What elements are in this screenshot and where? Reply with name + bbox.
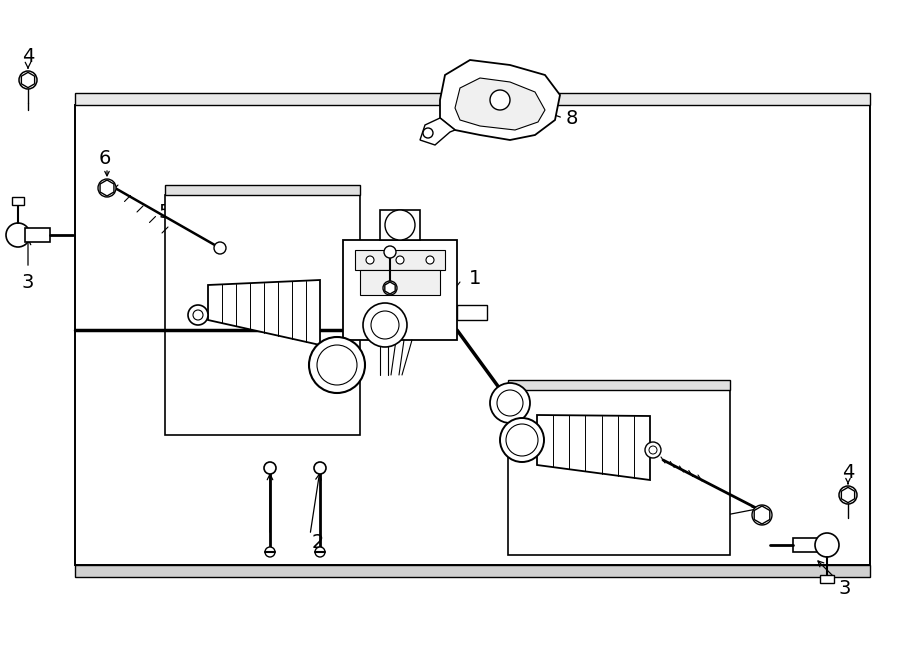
Polygon shape [165, 185, 360, 195]
Polygon shape [75, 565, 870, 577]
Circle shape [314, 462, 326, 474]
Polygon shape [508, 380, 730, 390]
Circle shape [188, 305, 208, 325]
Circle shape [309, 337, 365, 393]
Polygon shape [380, 210, 420, 240]
Polygon shape [22, 72, 34, 88]
Circle shape [366, 256, 374, 264]
Circle shape [815, 533, 839, 557]
Circle shape [500, 418, 544, 462]
Polygon shape [793, 538, 820, 552]
Circle shape [98, 179, 116, 197]
Text: 8: 8 [566, 108, 578, 128]
Text: 4: 4 [22, 48, 34, 67]
Circle shape [497, 390, 523, 416]
Polygon shape [385, 282, 395, 294]
Polygon shape [440, 60, 560, 140]
Circle shape [363, 303, 407, 347]
Text: 6: 6 [99, 149, 112, 167]
Circle shape [317, 345, 357, 385]
Polygon shape [455, 78, 545, 130]
Text: 1: 1 [469, 268, 482, 288]
Polygon shape [360, 270, 440, 295]
Polygon shape [508, 390, 730, 555]
Polygon shape [12, 197, 24, 205]
Text: 5: 5 [158, 204, 171, 223]
Circle shape [490, 90, 510, 110]
Text: 4: 4 [842, 463, 854, 483]
Circle shape [371, 311, 399, 339]
Polygon shape [457, 305, 487, 320]
Circle shape [265, 547, 275, 557]
Circle shape [645, 442, 661, 458]
Polygon shape [420, 118, 455, 145]
Polygon shape [100, 180, 114, 196]
Circle shape [396, 256, 404, 264]
Polygon shape [343, 240, 457, 340]
Polygon shape [820, 575, 834, 583]
Polygon shape [754, 506, 770, 524]
Polygon shape [842, 487, 855, 502]
Text: 3: 3 [22, 274, 34, 293]
Circle shape [384, 246, 396, 258]
Polygon shape [75, 93, 870, 105]
Text: 6: 6 [682, 514, 694, 533]
Circle shape [19, 71, 37, 89]
Text: 9: 9 [389, 233, 401, 251]
Circle shape [839, 486, 857, 504]
Circle shape [423, 128, 433, 138]
Text: 3: 3 [839, 578, 851, 598]
Text: 7: 7 [606, 438, 618, 457]
Circle shape [506, 424, 538, 456]
Polygon shape [75, 105, 870, 565]
Circle shape [752, 505, 772, 525]
Circle shape [383, 281, 397, 295]
Circle shape [264, 462, 276, 474]
Polygon shape [25, 228, 50, 242]
Polygon shape [165, 195, 360, 435]
Circle shape [649, 446, 657, 454]
Text: 2: 2 [311, 533, 324, 551]
Polygon shape [208, 280, 320, 345]
Text: 5: 5 [631, 504, 644, 524]
Polygon shape [537, 415, 650, 480]
Text: 7: 7 [230, 256, 242, 274]
Circle shape [490, 383, 530, 423]
Circle shape [426, 256, 434, 264]
Circle shape [385, 210, 415, 240]
Circle shape [193, 310, 203, 320]
Circle shape [315, 547, 325, 557]
Circle shape [214, 242, 226, 254]
Polygon shape [355, 250, 445, 270]
Circle shape [6, 223, 30, 247]
